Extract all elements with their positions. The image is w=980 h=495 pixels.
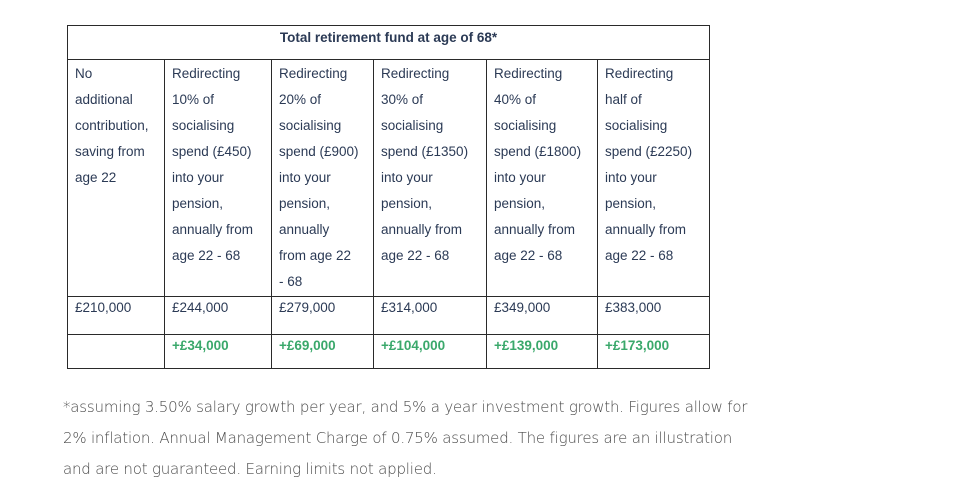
scenario-line: annually from <box>494 222 576 237</box>
scenario-line: Redirecting <box>381 66 450 81</box>
scenario-line: into your <box>381 170 433 185</box>
gain-value: +£34,000 <box>164 334 272 369</box>
gain-value: +£69,000 <box>271 334 374 369</box>
scenario-line: into your <box>605 170 657 185</box>
scenario-line: socialising <box>381 118 444 133</box>
table-title: Total retirement fund at age of 68* <box>67 25 710 60</box>
gain-value: +£104,000 <box>373 334 487 369</box>
scenario-line: from age 22 <box>279 248 352 263</box>
scenario-line: pension, <box>605 196 657 211</box>
scenario-line: socialising <box>494 118 557 133</box>
scenario-line: No <box>75 66 93 81</box>
gain-row: +£34,000 +£69,000 +£104,000 +£139,000 +£… <box>67 334 710 369</box>
total-fund-value: £279,000 <box>271 296 374 335</box>
gain-value: +£173,000 <box>597 334 710 369</box>
total-fund-row: £210,000 £244,000 £279,000 £314,000 £349… <box>67 296 710 335</box>
scenario-line: annually from <box>605 222 687 237</box>
scenario-cell: Redirecting 40% of socialising spend (£1800… <box>486 59 598 297</box>
total-fund-value: £210,000 <box>67 296 165 335</box>
scenario-line: pension, <box>381 196 433 211</box>
scenario-line: Redirecting <box>605 66 674 81</box>
gain-value <box>67 334 165 369</box>
scenario-cell: Redirecting half of socialising spend (£225… <box>597 59 710 297</box>
scenario-line: pension, <box>494 196 546 211</box>
scenario-line: spend (£1800) <box>494 144 582 159</box>
scenario-line: socialising <box>279 118 342 133</box>
footnote: *assuming 3.50% salary growth per year, … <box>63 392 843 485</box>
scenario-cell: Redirecting 20% of socialising spend (£900)… <box>271 59 374 297</box>
scenario-line: age 22 - 68 <box>172 248 241 263</box>
scenario-line: Redirecting <box>279 66 348 81</box>
scenario-line: - 68 <box>279 274 303 289</box>
total-fund-value: £349,000 <box>486 296 598 335</box>
footnote-line: and are not guaranteed. Earning limits n… <box>63 460 437 478</box>
scenario-line: pension, <box>172 196 224 211</box>
scenario-line: into your <box>279 170 331 185</box>
scenario-line: age 22 - 68 <box>381 248 450 263</box>
total-fund-value: £383,000 <box>597 296 710 335</box>
scenario-line: socialising <box>172 118 235 133</box>
scenario-line: contribution, <box>75 118 149 133</box>
scenario-line: annually from <box>381 222 463 237</box>
scenario-line: half of <box>605 92 642 107</box>
scenario-line: annually from <box>172 222 254 237</box>
scenario-line: annually <box>279 222 330 237</box>
scenario-line: spend (£1350) <box>381 144 469 159</box>
retirement-fund-table: Total retirement fund at age of 68* No ad… <box>67 25 710 369</box>
scenario-line: additional <box>75 92 133 107</box>
scenario-description-row: No additional contribution, saving from age … <box>67 59 710 297</box>
scenario-line: age 22 - 68 <box>605 248 674 263</box>
scenario-line: spend (£2250) <box>605 144 693 159</box>
scenario-line: Redirecting <box>494 66 563 81</box>
scenario-cell: Redirecting 10% of socialising spend (£450)… <box>164 59 272 297</box>
total-fund-value: £314,000 <box>373 296 487 335</box>
scenario-cell: Redirecting 30% of socialising spend (£1350… <box>373 59 487 297</box>
scenario-line: 40% of <box>494 92 537 107</box>
footnote-line: 2% inflation. Annual Management Charge o… <box>63 429 733 447</box>
scenario-line: into your <box>494 170 546 185</box>
total-fund-value: £244,000 <box>164 296 272 335</box>
scenario-line: 30% of <box>381 92 424 107</box>
footnote-line: *assuming 3.50% salary growth per year, … <box>63 398 748 416</box>
scenario-line: pension, <box>279 196 331 211</box>
scenario-line: 20% of <box>279 92 322 107</box>
scenario-line: 10% of <box>172 92 215 107</box>
scenario-line: into your <box>172 170 224 185</box>
gain-value: +£139,000 <box>486 334 598 369</box>
scenario-line: age 22 - 68 <box>494 248 563 263</box>
scenario-cell: No additional contribution, saving from age … <box>67 59 165 297</box>
scenario-line: age 22 <box>75 170 117 185</box>
scenario-line: Redirecting <box>172 66 241 81</box>
scenario-line: socialising <box>605 118 668 133</box>
scenario-line: spend (£450) <box>172 144 252 159</box>
scenario-line: saving from <box>75 144 145 159</box>
scenario-line: spend (£900) <box>279 144 359 159</box>
